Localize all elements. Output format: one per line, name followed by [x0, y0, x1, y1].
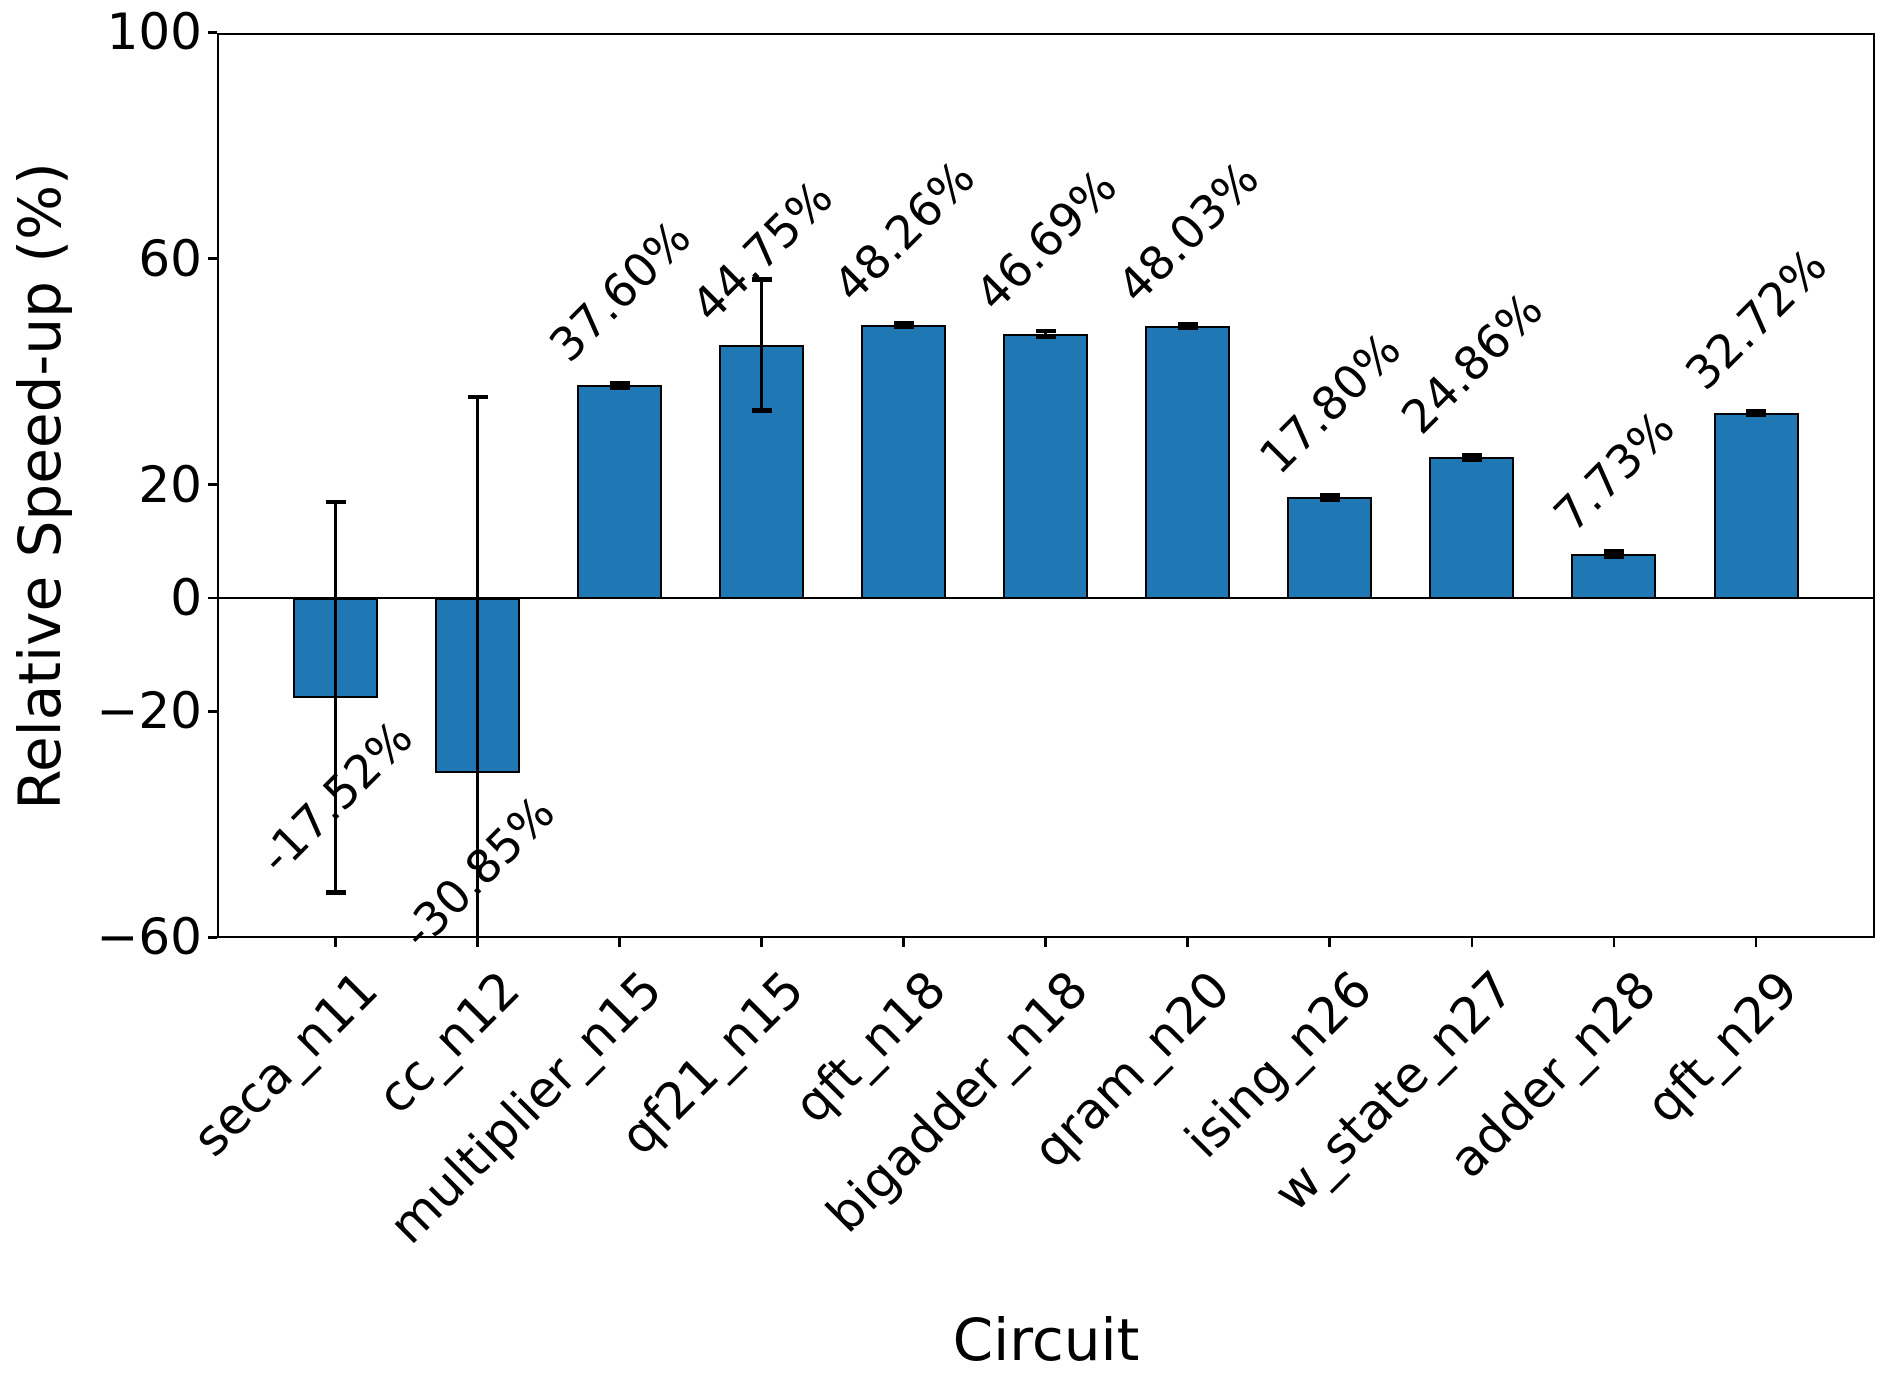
y-tick-mark — [208, 31, 217, 34]
error-cap-bottom — [609, 385, 630, 390]
error-bar-bigadder_n18 — [1044, 331, 1048, 337]
error-cap-top — [467, 394, 488, 400]
error-bar-seca_n11 — [334, 501, 337, 893]
error-cap-top — [1319, 492, 1340, 498]
y-tick-label: 100 — [106, 3, 202, 62]
x-tick-mark — [618, 938, 621, 947]
x-tick-mark — [1470, 938, 1474, 947]
x-tick-mark — [1754, 938, 1758, 947]
error-bar-adder_n28 — [1612, 551, 1616, 558]
error-cap-top — [1603, 549, 1624, 554]
y-tick-label: −60 — [96, 908, 202, 967]
error-cap-bottom — [1177, 325, 1198, 331]
error-cap-top — [751, 277, 772, 282]
y-tick-mark — [208, 709, 217, 713]
error-cap-top — [325, 499, 346, 505]
y-tick-mark — [208, 257, 217, 261]
zero-line — [217, 597, 1875, 599]
y-tick-mark — [208, 483, 217, 487]
error-cap-bottom — [1461, 457, 1482, 462]
bar-w_state_n27 — [1429, 457, 1515, 599]
error-cap-bottom — [1603, 554, 1624, 560]
x-tick-label-seca_n11: seca_n11 — [181, 960, 389, 1168]
x-tick-mark — [1328, 938, 1332, 947]
error-cap-bottom — [1746, 412, 1766, 418]
x-tick-mark — [476, 938, 479, 947]
x-tick-mark — [1044, 938, 1048, 947]
y-tick-label: 20 — [138, 455, 202, 514]
bar-qft_n29 — [1713, 412, 1799, 599]
y-axis-label: Relative Speed-up (%) — [6, 161, 74, 810]
error-cap-top — [1177, 322, 1198, 327]
bar-multiplier_n15 — [577, 385, 663, 599]
x-tick-mark — [334, 938, 337, 947]
error-bar-cc_n12 — [476, 396, 480, 938]
error-cap-bottom — [751, 408, 772, 413]
x-tick-mark — [760, 938, 764, 947]
x-tick-label-qft_n29: qft_n29 — [1634, 960, 1810, 1135]
x-tick-mark — [1612, 938, 1616, 947]
error-cap-top — [893, 320, 914, 326]
bar-qft_n18 — [861, 325, 947, 599]
y-tick-label: 0 — [170, 569, 202, 627]
x-tick-mark — [1186, 938, 1190, 947]
error-cap-bottom — [1035, 334, 1056, 340]
error-cap-top — [1746, 408, 1766, 414]
x-tick-mark — [902, 938, 906, 947]
plot-area — [217, 33, 1875, 938]
y-tick-label: 60 — [138, 229, 202, 288]
error-cap-top — [1035, 328, 1056, 334]
bar-bigadder_n18 — [1003, 333, 1089, 599]
error-cap-bottom — [325, 890, 346, 895]
bar-ising_n26 — [1287, 497, 1373, 599]
error-bar-qf21_n15 — [760, 279, 764, 411]
bar-adder_n28 — [1571, 554, 1657, 599]
error-cap-top — [609, 380, 630, 386]
error-cap-bottom — [893, 324, 914, 330]
y-tick-mark — [208, 935, 217, 939]
error-cap-top — [1461, 452, 1482, 458]
x-axis-label: Circuit — [952, 1306, 1140, 1374]
error-cap-bottom — [1319, 497, 1340, 502]
bar-qram_n20 — [1145, 326, 1231, 599]
y-tick-label: −20 — [96, 682, 202, 741]
y-tick-mark — [208, 596, 217, 600]
